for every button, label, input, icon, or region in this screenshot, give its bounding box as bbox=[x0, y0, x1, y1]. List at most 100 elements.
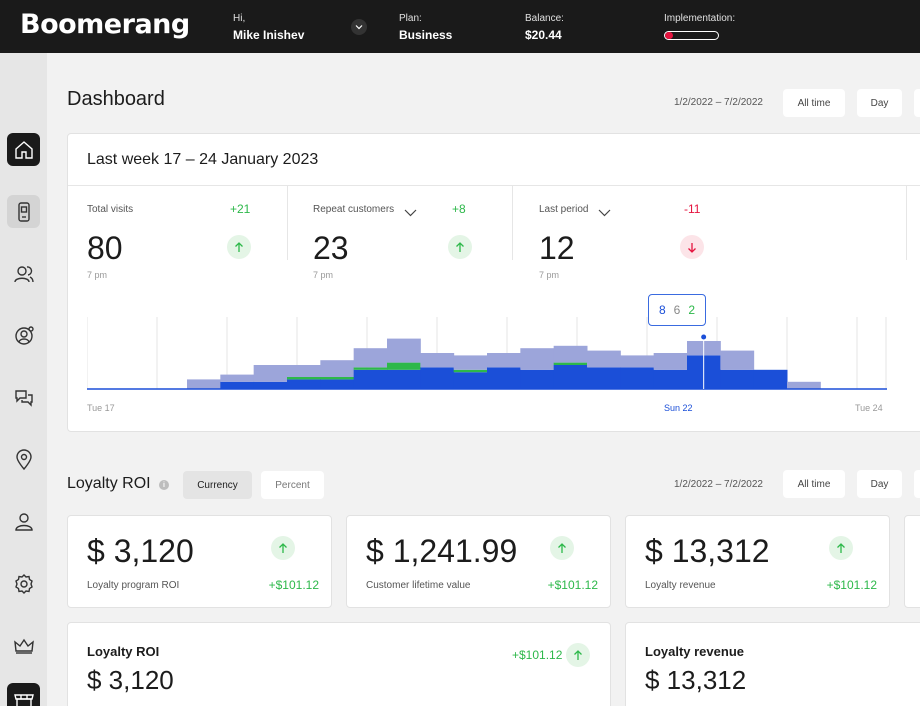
loyalty-roi-card-delta: +$101.12 bbox=[512, 648, 563, 662]
info-icon[interactable]: i bbox=[159, 480, 169, 490]
tooltip-value-b: 6 bbox=[673, 303, 681, 317]
app-logo[interactable]: Boomerang bbox=[20, 9, 190, 40]
customers-icon[interactable] bbox=[7, 257, 40, 290]
mobile-device-icon[interactable] bbox=[7, 195, 40, 228]
stat-delta-last-period: -11 bbox=[684, 202, 701, 216]
loyalty-roi-card-title: Loyalty ROI bbox=[87, 644, 160, 659]
page-title: Dashboard bbox=[67, 88, 165, 110]
chart-bar-segment bbox=[553, 362, 588, 365]
roi-card-value: $ 3,120 bbox=[87, 533, 194, 569]
segment-percent[interactable]: Percent bbox=[261, 471, 324, 499]
gear-icon[interactable] bbox=[7, 567, 40, 600]
x-axis-label-highlight: Sun 22 bbox=[664, 403, 693, 413]
user-block[interactable]: Hi, Mike Inishev bbox=[233, 12, 304, 44]
user-name: Mike Inishev bbox=[233, 28, 305, 42]
roi-card-partial[interactable] bbox=[904, 515, 920, 608]
chart-bar-segment bbox=[653, 369, 688, 389]
arrow-up-icon bbox=[566, 643, 590, 667]
user-icon[interactable] bbox=[7, 505, 40, 538]
loyalty-roi-card[interactable]: Loyalty ROI $ 3,120 +$101.12 bbox=[67, 622, 611, 706]
home-icon[interactable] bbox=[7, 133, 40, 166]
chat-icon[interactable] bbox=[7, 381, 40, 414]
visits-card-title: Last week 17 – 24 January 2023 bbox=[87, 151, 319, 168]
stat-label-last-period[interactable]: Last period bbox=[539, 204, 589, 215]
roi-card-label: Loyalty revenue bbox=[645, 580, 716, 591]
chart-bar-segment bbox=[220, 381, 255, 389]
chart-bar-segment bbox=[453, 369, 488, 373]
chart-bar-segment bbox=[287, 377, 321, 380]
chart-bar-segment bbox=[520, 348, 555, 370]
user-target-icon[interactable] bbox=[7, 319, 40, 352]
sidebar bbox=[0, 53, 47, 706]
chart-bar-segment bbox=[320, 377, 355, 380]
chart-bar-segment bbox=[253, 365, 288, 382]
roi-card-value: $ 1,241.99 bbox=[366, 533, 518, 569]
segment-currency[interactable]: Currency bbox=[183, 471, 252, 499]
chart-bar-segment bbox=[353, 348, 388, 368]
roi-card[interactable]: $ 3,120 Loyalty program ROI +$101.12 bbox=[67, 515, 332, 608]
chart-bar-segment bbox=[420, 353, 455, 368]
filter-more-button[interactable] bbox=[914, 89, 920, 117]
chart-bar-segment bbox=[487, 367, 521, 389]
loyalty-filter-more-button[interactable] bbox=[914, 470, 920, 498]
chart-bar-segment bbox=[587, 367, 621, 389]
stat-sub-total-visits: 7 pm bbox=[87, 270, 108, 280]
filter-all-time-button[interactable]: All time bbox=[783, 89, 845, 117]
balance-value: $20.44 bbox=[525, 28, 562, 42]
chart-highlight-dot[interactable] bbox=[701, 334, 707, 340]
stat-value-last-period: 12 bbox=[539, 230, 575, 266]
x-axis-label-start: Tue 17 bbox=[87, 403, 115, 413]
implementation-block: Implementation: bbox=[664, 12, 735, 26]
chart-bar-segment bbox=[720, 369, 755, 389]
roi-card[interactable]: $ 13,312 Loyalty revenue +$101.12 bbox=[625, 515, 890, 608]
roi-card-value: $ 13,312 bbox=[645, 533, 770, 569]
chevron-down-icon[interactable] bbox=[598, 204, 611, 222]
balance-block: Balance: $20.44 bbox=[525, 12, 564, 44]
roi-card[interactable]: $ 1,241.99 Customer lifetime value +$101… bbox=[346, 515, 611, 608]
stat-value-total-visits: 80 bbox=[87, 230, 123, 266]
stat-delta-total-visits: +21 bbox=[230, 202, 251, 216]
implementation-progress-fill bbox=[665, 32, 673, 39]
chart-bar-segment bbox=[553, 365, 588, 389]
chart-tooltip: 8 6 2 bbox=[648, 294, 706, 326]
chart-bar-segment bbox=[187, 379, 221, 389]
tooltip-value-a: 8 bbox=[658, 303, 666, 317]
store-icon[interactable] bbox=[7, 683, 40, 706]
chart-bar-segment bbox=[420, 367, 455, 389]
loyalty-revenue-card-value: $ 13,312 bbox=[645, 665, 747, 695]
loyalty-filter-day-button[interactable]: Day bbox=[857, 470, 902, 498]
top-bar: Boomerang Hi, Mike Inishev Plan: Busines… bbox=[0, 0, 920, 53]
stat-sub-last-period: 7 pm bbox=[539, 270, 560, 280]
visits-card: Last week 17 – 24 January 2023 Total vis… bbox=[67, 133, 920, 432]
chart-bar-segment bbox=[620, 367, 655, 389]
chart-bar-segment bbox=[387, 362, 421, 370]
loyalty-date-range[interactable]: 1/2/2022 – 7/2/2022 bbox=[674, 479, 763, 490]
tooltip-value-c: 2 bbox=[688, 303, 696, 317]
dashboard-date-range[interactable]: 1/2/2022 – 7/2/2022 bbox=[674, 97, 763, 108]
visits-chart[interactable] bbox=[87, 317, 887, 393]
chart-bar-segment bbox=[220, 374, 255, 382]
stat-label-repeat-customers[interactable]: Repeat customers bbox=[313, 204, 395, 215]
divider bbox=[68, 185, 920, 186]
filter-day-button[interactable]: Day bbox=[857, 89, 902, 117]
chart-bar-segment bbox=[720, 350, 755, 370]
arrow-up-icon bbox=[829, 536, 853, 560]
chart-bar-segment bbox=[787, 381, 821, 389]
arrow-down-icon bbox=[680, 235, 704, 259]
chevron-down-icon[interactable] bbox=[404, 204, 417, 222]
stat-sub-repeat-customers: 7 pm bbox=[313, 270, 334, 280]
roi-card-delta: +$101.12 bbox=[268, 578, 319, 592]
roi-card-delta: +$101.12 bbox=[547, 578, 598, 592]
chart-bar-segment bbox=[320, 379, 355, 389]
chart-bar-segment bbox=[287, 379, 321, 389]
chart-bar-segment bbox=[653, 353, 688, 370]
divider bbox=[512, 186, 513, 260]
crown-icon[interactable] bbox=[7, 629, 40, 662]
loyalty-revenue-card[interactable]: Loyalty revenue $ 13,312 bbox=[625, 622, 920, 706]
loyalty-revenue-card-title: Loyalty revenue bbox=[645, 644, 744, 659]
plan-value: Business bbox=[399, 28, 453, 42]
user-menu-chevron-icon[interactable] bbox=[351, 19, 367, 35]
loyalty-filter-all-time-button[interactable]: All time bbox=[783, 470, 845, 498]
chart-bar-segment bbox=[353, 369, 388, 389]
location-pin-icon[interactable] bbox=[7, 443, 40, 476]
